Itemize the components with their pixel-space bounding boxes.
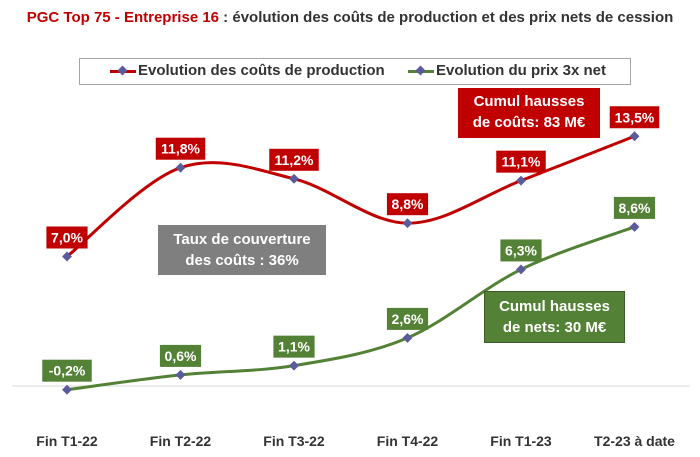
x-tick-label: Fin T1-23	[490, 433, 552, 449]
annotation-cumul-couts-line2: de coûts: 83 M€	[472, 114, 586, 131]
data-label-prices: 1,1%	[278, 339, 310, 355]
data-point-prices	[402, 332, 413, 343]
data-label-prices: 0,6%	[165, 348, 197, 364]
data-label-prices: 8,6%	[619, 200, 651, 216]
data-point-costs	[629, 131, 640, 142]
annotation-cumul-nets: Cumul hausses de nets: 30 M€	[484, 291, 625, 343]
annotation-cumul-nets-line1: Cumul hausses	[499, 298, 610, 315]
legend-entry-costs: Evolution des coûts de production	[110, 62, 385, 79]
data-label-costs: 11,1%	[502, 154, 541, 170]
data-label-bg-costs	[386, 193, 429, 216]
data-point-prices	[175, 369, 186, 380]
annotation-cumul-nets-line2: de nets: 30 M€	[502, 319, 607, 336]
chart-title-highlight: PGC Top 75 - Entreprise 16	[26, 9, 220, 26]
x-tick-label: T2-23 à date	[594, 433, 675, 449]
annotation-cumul-couts-line1: Cumul hausses	[473, 93, 585, 110]
annotation-cumul-couts: Cumul hausses de coûts: 83 M€	[458, 88, 600, 138]
data-label-costs: 11,2%	[275, 152, 314, 168]
legend-swatch-costs	[110, 64, 136, 78]
data-label-bg-prices	[386, 307, 429, 330]
data-label-costs: 13,5%	[615, 109, 655, 125]
chart-title-rest: : évolution des coûts de production et d…	[219, 9, 674, 26]
data-label-prices: -0,2%	[49, 363, 86, 379]
data-label-bg-costs	[496, 150, 546, 173]
data-label-prices: 2,6%	[392, 311, 424, 327]
legend-label-prices: Evolution du prix 3x net	[436, 62, 607, 79]
data-label-costs: 8,8%	[392, 196, 424, 212]
data-label-bg-prices	[273, 335, 315, 358]
data-label-bg-costs	[609, 106, 660, 129]
data-label-prices: 6,3%	[505, 242, 537, 258]
annotation-taux-couverture: Taux de couverture des coûts : 36%	[158, 225, 326, 275]
data-label-bg-prices	[500, 239, 542, 262]
legend-entry-prices: Evolution du prix 3x net	[408, 62, 606, 79]
data-label-bg-prices	[42, 359, 92, 382]
data-label-costs: 7,0%	[51, 230, 83, 246]
chart-legend: Evolution des coûts de production Evolut…	[79, 58, 631, 85]
annotation-taux-line1: Taux de couverture	[173, 231, 311, 248]
data-label-costs: 11,8%	[161, 141, 200, 157]
data-point-costs	[175, 162, 186, 173]
data-point-prices	[516, 264, 526, 275]
annotation-taux-line2: des coûts : 36%	[185, 252, 299, 269]
data-label-bg-costs	[269, 148, 319, 171]
series-line-costs	[66, 134, 636, 258]
chart-title: PGC Top 75 - Entreprise 16 : évolution d…	[0, 8, 700, 28]
x-tick-label: Fin T2-22	[150, 433, 212, 449]
data-label-bg-prices	[613, 196, 656, 219]
data-point-prices	[629, 221, 640, 232]
x-tick-label: Fin T4-22	[377, 433, 439, 449]
data-point-costs	[402, 218, 413, 229]
legend-swatch-prices	[408, 64, 434, 78]
legend-label-costs: Evolution des coûts de production	[138, 62, 385, 79]
data-point-costs	[516, 175, 526, 186]
data-point-prices	[289, 360, 299, 371]
data-label-bg-costs	[46, 226, 88, 249]
x-tick-label: Fin T3-22	[263, 433, 325, 449]
x-tick-label: Fin T1-22	[36, 433, 98, 449]
data-label-bg-prices	[159, 344, 202, 367]
data-point-costs	[289, 173, 299, 184]
data-label-bg-costs	[155, 137, 206, 160]
